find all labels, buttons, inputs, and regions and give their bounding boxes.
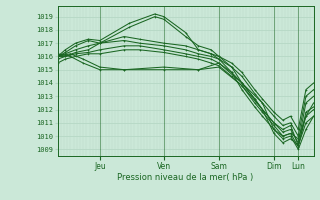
X-axis label: Pression niveau de la mer( hPa ): Pression niveau de la mer( hPa ) bbox=[117, 173, 254, 182]
